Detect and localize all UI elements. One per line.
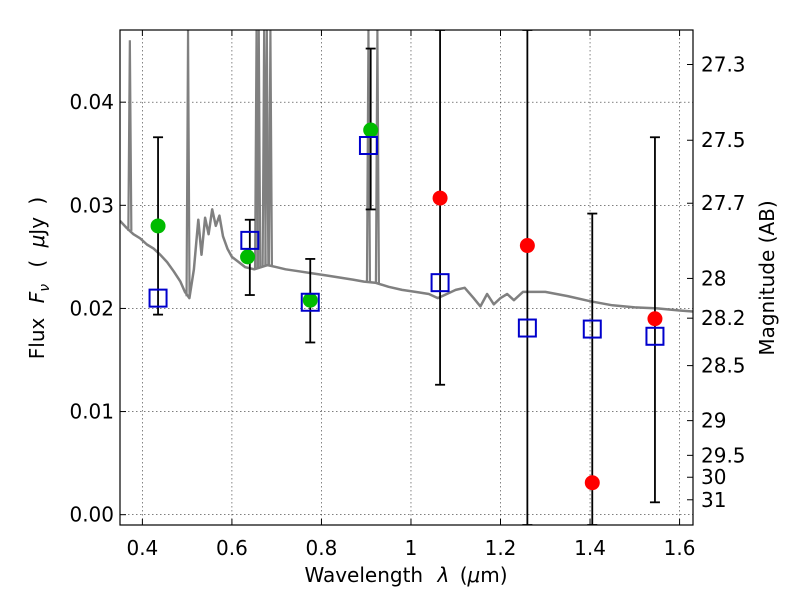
y-axis-label: Flux Fν ( μJy )	[25, 197, 54, 359]
x-tick-label: 1	[405, 536, 418, 560]
observed-fluxes	[150, 122, 663, 491]
emission-line	[185, 30, 191, 297]
synthetic-point	[645, 326, 665, 346]
observed-point	[584, 475, 600, 491]
axis-ticks	[120, 30, 693, 525]
observed-point	[302, 292, 318, 308]
grid-lines	[120, 30, 693, 525]
y2-tick-label: 27.5	[701, 128, 746, 152]
x-axis-unit-rest: m)	[480, 563, 507, 587]
observed-point	[363, 122, 379, 138]
synthetic-point	[148, 288, 168, 308]
y-axis-unit-open: (	[25, 260, 49, 268]
observed-point	[647, 311, 663, 327]
x-tick-label: 1.4	[574, 536, 606, 560]
y-axis-unit-mu: μ	[25, 235, 49, 249]
observed-point	[240, 249, 256, 265]
x-tick-label: 0.4	[126, 536, 158, 560]
y2-tick-label: 30	[701, 465, 726, 489]
y2-axis-label: Magnitude (AB)	[755, 200, 779, 355]
y2-tick-label: 27.7	[701, 191, 746, 215]
observed-point	[150, 218, 166, 234]
emission-line	[365, 30, 372, 283]
emission-line	[127, 40, 133, 231]
plot-frame	[119, 29, 694, 526]
y-tick-label: 0.03	[69, 193, 114, 217]
y-axis-unit-rest: Jy	[25, 217, 49, 237]
x-axis-label: Wavelength λ (μm)	[304, 563, 507, 587]
synthetic-point	[582, 319, 602, 339]
tick-labels: 0.4 0.6 0.8 1 1.2 1.4 1.6 0.00 0.01 0.02 0.03 0.04 2…	[69, 53, 745, 560]
emission-line	[267, 30, 274, 266]
x-axis-label-text: Wavelength	[304, 563, 423, 587]
synthetic-point	[300, 292, 320, 312]
emission-line	[256, 30, 262, 268]
y2-tick-label: 28.5	[701, 354, 746, 378]
observed-point	[519, 238, 535, 254]
synthetic-point	[430, 273, 450, 293]
synthetic-point	[517, 318, 537, 338]
y-axis-label-text: Flux	[25, 317, 49, 359]
observed-point	[432, 190, 448, 206]
y-tick-label: 0.01	[69, 400, 114, 424]
y-axis-symbol: F	[25, 291, 49, 303]
y-tick-label: 0.02	[69, 296, 114, 320]
model-spectrum	[120, 30, 693, 313]
model-spectrum-line	[120, 208, 693, 313]
synthetic-point	[358, 136, 378, 155]
x-tick-label: 1.2	[485, 536, 517, 560]
y2-tick-label: 31	[701, 488, 726, 512]
emission-line	[374, 30, 381, 284]
y2-tick-label: 27.3	[701, 53, 746, 77]
y-tick-label: 0.00	[69, 503, 114, 527]
x-tick-label: 0.8	[306, 536, 338, 560]
emission-line	[264, 30, 270, 266]
y2-tick-label: 29.5	[701, 443, 746, 467]
y-axis-unit-close: )	[25, 197, 49, 205]
x-tick-label: 0.6	[216, 536, 248, 560]
x-tick-label: 1.6	[664, 536, 696, 560]
y-axis-subscript: ν	[37, 284, 53, 292]
plot-background	[120, 30, 693, 525]
x-axis-unit-open: (	[460, 563, 468, 587]
y-tick-label: 0.04	[69, 90, 114, 114]
y2-tick-label: 29	[701, 409, 726, 433]
x-axis-unit-mu: μ	[467, 563, 481, 587]
y2-tick-label: 28	[701, 266, 726, 290]
x-axis-symbol: λ	[436, 563, 449, 587]
synthetic-fluxes	[148, 136, 665, 346]
synthetic-point	[240, 230, 260, 250]
y2-tick-label: 28.2	[701, 306, 746, 330]
